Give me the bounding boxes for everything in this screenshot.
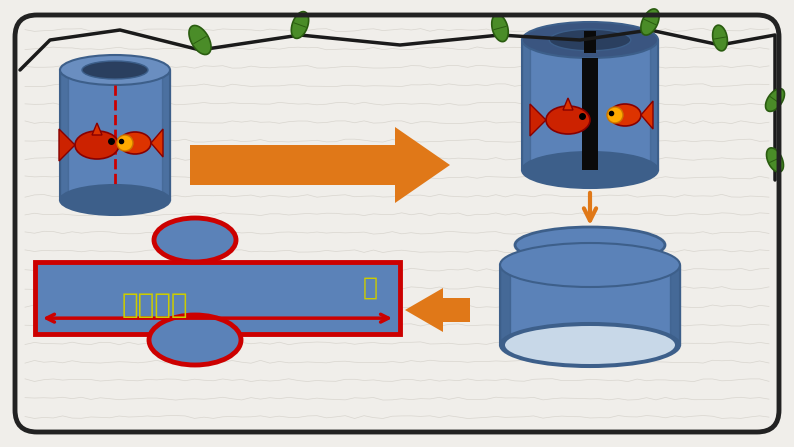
Polygon shape [522,40,658,170]
Bar [190,145,395,185]
Text: 底面周长: 底面周长 [121,291,188,319]
Ellipse shape [500,243,680,287]
Ellipse shape [60,55,170,85]
Text: 高: 高 [363,275,377,299]
Ellipse shape [154,218,236,262]
Ellipse shape [119,132,151,154]
Ellipse shape [60,185,170,215]
Polygon shape [291,12,309,38]
Polygon shape [92,123,102,135]
Ellipse shape [500,323,680,367]
Bar [584,31,596,53]
Ellipse shape [149,315,241,365]
Ellipse shape [609,104,641,126]
Bar [500,265,680,345]
Polygon shape [59,129,75,161]
Ellipse shape [60,185,170,215]
Ellipse shape [546,106,590,134]
Bar [35,262,400,334]
Ellipse shape [505,326,675,364]
Ellipse shape [515,227,665,263]
Ellipse shape [117,135,133,151]
Polygon shape [60,70,170,200]
Ellipse shape [522,152,658,188]
Polygon shape [563,98,573,110]
Polygon shape [151,129,163,157]
Polygon shape [491,14,508,42]
Polygon shape [766,148,784,172]
Polygon shape [189,25,211,55]
Ellipse shape [522,22,658,58]
Polygon shape [530,104,546,136]
Bar [582,58,598,170]
Ellipse shape [549,29,630,51]
Polygon shape [765,89,784,111]
Polygon shape [713,25,727,51]
Bar [443,298,470,322]
Ellipse shape [75,131,119,159]
Polygon shape [405,288,443,332]
Polygon shape [641,101,653,129]
Ellipse shape [82,61,148,79]
Ellipse shape [607,107,623,123]
Polygon shape [395,127,450,203]
Ellipse shape [522,152,658,188]
Polygon shape [641,9,659,35]
